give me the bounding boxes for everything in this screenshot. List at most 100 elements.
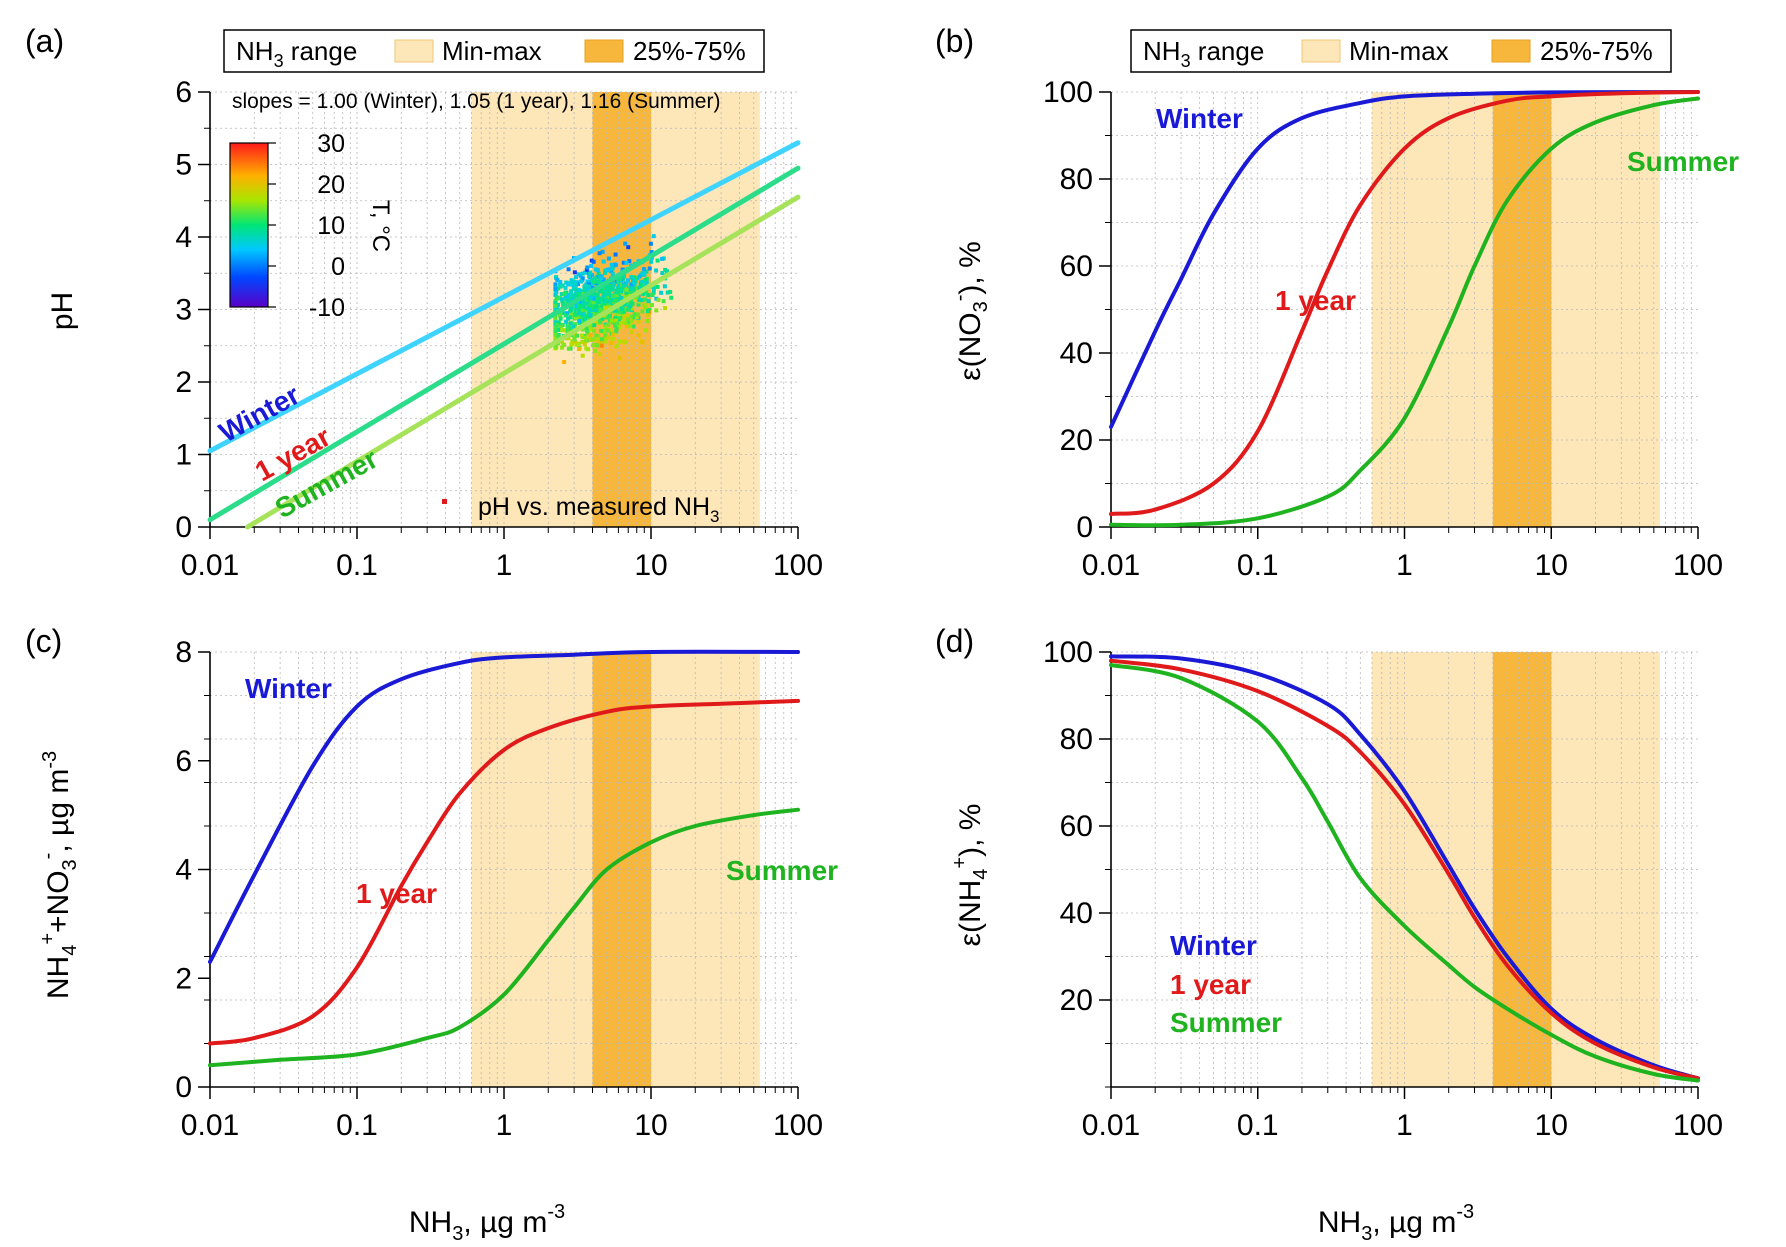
y-tick-label: 0	[1076, 511, 1093, 544]
plot-d: 0.01 0.1 1 10 100 20 40 60 80 100	[1043, 636, 1723, 1142]
scatter-point	[632, 279, 637, 284]
scatter-point	[613, 318, 618, 323]
scatter-point	[610, 266, 615, 271]
scatter-point	[665, 269, 670, 274]
ylabel-c: NH4++NO3-, µg m-3	[37, 751, 81, 999]
scatter-point	[635, 312, 640, 317]
colorbar-tick-label: 10	[317, 212, 345, 240]
y-tick-label: 4	[175, 854, 192, 887]
scatter-point	[599, 287, 604, 292]
scatter-point	[591, 306, 596, 311]
scatter-point	[569, 278, 574, 283]
scatter-point	[606, 335, 611, 340]
scatter-point	[626, 278, 631, 283]
scatter-point	[587, 303, 592, 308]
scatter-point	[621, 287, 626, 292]
scatter-point	[598, 319, 603, 324]
scatter-point	[640, 340, 645, 345]
scatter-point	[560, 327, 565, 332]
scatter-point	[631, 289, 636, 294]
scatter-point	[605, 303, 610, 308]
series-line-1-year	[208, 698, 800, 1046]
legend-a: NH3 range Min-max 25%-75%	[223, 29, 765, 73]
scatter-point	[623, 320, 628, 325]
series-line-winter	[207, 140, 801, 454]
scatter-point	[612, 292, 617, 297]
scatter-point	[601, 259, 606, 264]
scatter-point	[649, 250, 654, 255]
scatter-point	[598, 279, 603, 284]
scatter-point	[618, 310, 623, 315]
scatter-point	[591, 328, 596, 333]
scatter-point	[624, 260, 629, 265]
panel-d-label: (d)	[935, 623, 974, 659]
scatter-point	[595, 337, 600, 342]
scatter-point	[572, 286, 577, 291]
scatter-point	[573, 315, 578, 320]
scatter-point	[568, 326, 573, 331]
scatter-point	[646, 309, 651, 314]
scatter-point	[554, 296, 559, 301]
panel-c: (c) 0.01 0.1 1 10 100 0 2 4 6 8 NH4++NO3-, µg m-3…	[25, 623, 838, 1245]
scatter-point	[637, 285, 642, 290]
scatter-point	[595, 275, 600, 280]
scatter-point	[566, 346, 571, 351]
scatter-point	[644, 290, 649, 295]
scatter-point	[609, 318, 614, 323]
scatter-point	[611, 282, 616, 287]
scatter-point	[609, 286, 614, 291]
scatter-point	[573, 339, 578, 344]
scatter-point	[568, 315, 573, 320]
scatter-point	[557, 327, 562, 332]
scatter-point	[582, 316, 587, 321]
scatter-point	[566, 316, 571, 321]
scatter-point	[554, 275, 559, 280]
scatter-point	[580, 320, 585, 325]
scatter-point	[625, 307, 630, 312]
x-tick-label: 1	[496, 549, 513, 582]
scatter-point	[605, 328, 610, 333]
scatter-point	[572, 322, 577, 327]
label-1year-b: 1 year	[1275, 285, 1356, 316]
legend-1year-d: 1 year	[1170, 969, 1251, 1000]
scatter-point	[560, 322, 565, 327]
scatter-point	[628, 290, 633, 295]
panel-a: (a) NH3 range Min-max 25%-75% 0.01 0.1 1 10…	[25, 23, 823, 582]
scatter-point	[604, 324, 609, 329]
scatter-point	[654, 308, 659, 313]
x-tick-label: 0.01	[181, 549, 239, 582]
scatter-point	[569, 306, 574, 311]
series-line-winter	[208, 649, 800, 964]
scatter-point	[564, 319, 569, 324]
scatter-point	[596, 299, 601, 304]
scatter-point	[588, 327, 593, 332]
scatter-point	[606, 322, 611, 327]
scatter-point	[627, 259, 632, 264]
scatter-point	[553, 282, 558, 287]
scatter-point	[628, 323, 633, 328]
scatter-point	[553, 286, 558, 291]
scatter-point	[616, 325, 621, 330]
scatter-point	[608, 297, 613, 302]
scatter-point	[581, 303, 586, 308]
y-tick-label: 20	[1060, 984, 1093, 1017]
scatter-point	[580, 276, 585, 281]
scatter-point	[631, 324, 636, 329]
scatter-point	[648, 241, 653, 246]
scatter-point	[614, 294, 619, 299]
scatter-point	[556, 320, 561, 325]
scatter-point	[580, 312, 585, 317]
x-tick-label: 10	[1535, 549, 1568, 582]
scatter-point	[631, 286, 636, 291]
y-tick-label: 80	[1060, 723, 1093, 756]
scatter-point	[555, 302, 560, 307]
scatter-point	[584, 313, 589, 318]
x-tick-label: 1	[1396, 1109, 1413, 1142]
scatter-point	[573, 312, 578, 317]
scatter-point	[587, 274, 592, 279]
scatter-point	[560, 283, 565, 288]
scatter-point	[596, 280, 601, 285]
scatter-point	[629, 306, 634, 311]
x-tick-label: 0.01	[1082, 549, 1140, 582]
scatter-point	[642, 267, 647, 272]
